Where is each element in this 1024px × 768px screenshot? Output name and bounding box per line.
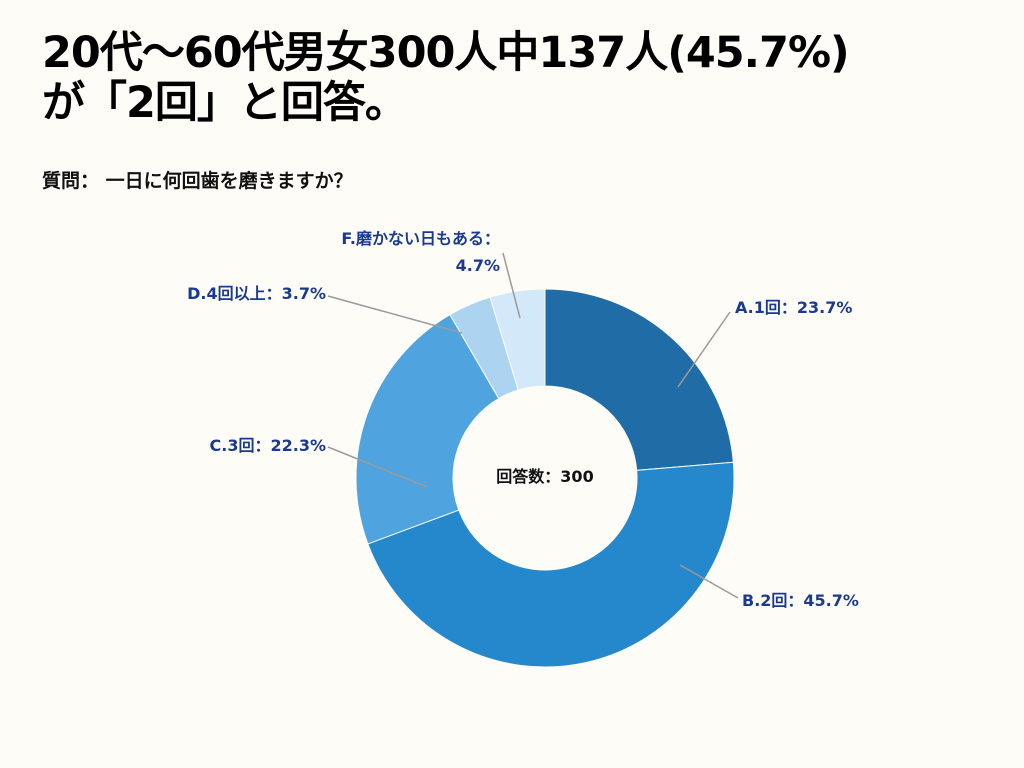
label-f-value: 4.7% bbox=[456, 256, 500, 275]
leader-line-c bbox=[327, 446, 428, 488]
slice-f bbox=[489, 288, 546, 391]
label-a: A.1回：23.7% bbox=[735, 298, 852, 317]
label-f: F.磨かない日もある： bbox=[341, 229, 500, 248]
label-c: C.3回：22.3% bbox=[210, 436, 326, 455]
label-d: D.4回以上：3.7% bbox=[187, 284, 326, 303]
leader-line-b bbox=[679, 564, 739, 599]
slice-a bbox=[544, 288, 734, 471]
title-line-1: 20代〜60代男女300人中137人(45.7%) bbox=[42, 28, 850, 78]
slice-b bbox=[367, 461, 735, 668]
slice-c bbox=[355, 313, 500, 545]
center-label: 回答数：300 bbox=[496, 467, 593, 486]
leader-line-a bbox=[677, 311, 731, 388]
leader-line-d bbox=[327, 295, 463, 334]
page-title: 20代〜60代男女300人中137人(45.7%) が「2回」と回答。 bbox=[42, 28, 850, 128]
title-line-2: が「2回」と回答。 bbox=[42, 78, 408, 128]
question-subtitle: 質問： 一日に何回歯を磨きますか？ bbox=[42, 170, 353, 192]
leader-line-f bbox=[502, 252, 521, 319]
label-b: B.2回：45.7% bbox=[742, 591, 859, 610]
